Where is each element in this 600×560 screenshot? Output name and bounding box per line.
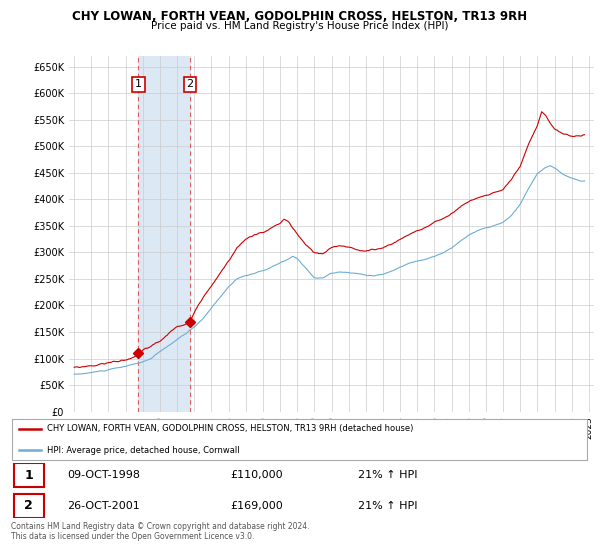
Text: 21% ↑ HPI: 21% ↑ HPI — [358, 470, 418, 480]
Text: 09-OCT-1998: 09-OCT-1998 — [67, 470, 140, 480]
Text: CHY LOWAN, FORTH VEAN, GODOLPHIN CROSS, HELSTON, TR13 9RH (detached house): CHY LOWAN, FORTH VEAN, GODOLPHIN CROSS, … — [47, 424, 413, 433]
Text: £169,000: £169,000 — [230, 501, 283, 511]
Text: HPI: Average price, detached house, Cornwall: HPI: Average price, detached house, Corn… — [47, 446, 239, 455]
Text: Price paid vs. HM Land Registry's House Price Index (HPI): Price paid vs. HM Land Registry's House … — [151, 21, 449, 31]
FancyBboxPatch shape — [14, 494, 44, 518]
Text: 1: 1 — [25, 469, 33, 482]
Text: CHY LOWAN, FORTH VEAN, GODOLPHIN CROSS, HELSTON, TR13 9RH: CHY LOWAN, FORTH VEAN, GODOLPHIN CROSS, … — [73, 10, 527, 23]
Text: 1: 1 — [135, 80, 142, 90]
Text: Contains HM Land Registry data © Crown copyright and database right 2024.
This d: Contains HM Land Registry data © Crown c… — [11, 522, 310, 542]
FancyBboxPatch shape — [12, 419, 587, 460]
Text: 2: 2 — [25, 500, 33, 512]
FancyBboxPatch shape — [14, 463, 44, 487]
Text: £110,000: £110,000 — [230, 470, 283, 480]
Bar — [139, 56, 190, 412]
Text: 2: 2 — [187, 80, 194, 90]
Text: 21% ↑ HPI: 21% ↑ HPI — [358, 501, 418, 511]
Text: 26-OCT-2001: 26-OCT-2001 — [67, 501, 140, 511]
